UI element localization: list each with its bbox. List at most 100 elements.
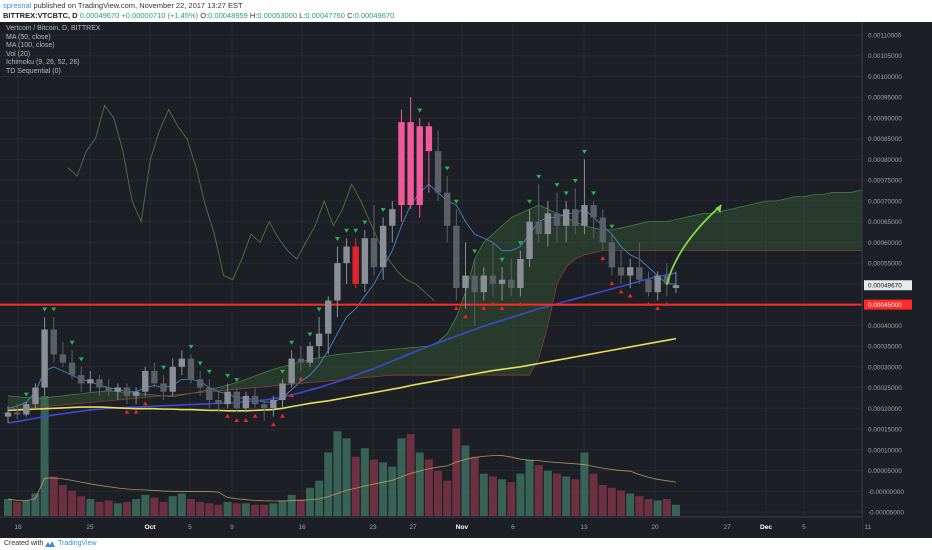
author-link[interactable]: spresnal (3, 1, 32, 10)
price-axis-label: 0.00065000 (868, 219, 902, 226)
legend-ichimoku[interactable]: Ichimoku (9, 26, 52, 26) (6, 59, 80, 67)
time-axis-label: 25 (86, 524, 94, 531)
chart-area[interactable]: 0.00110000 0.00105000 0.00100000 0.00095000… (0, 22, 932, 538)
td-sell-marker (234, 417, 240, 422)
candle-body (453, 225, 460, 289)
td-buy-marker (225, 373, 231, 378)
volume-bar (86, 499, 95, 516)
publish-info: published on TradingView.com, November 2… (33, 1, 243, 10)
legend-td-sequential[interactable]: TD Sequential (0) (6, 67, 61, 75)
td-sell-marker (252, 413, 258, 418)
legend-ma100[interactable]: MA (100, close) (6, 42, 55, 50)
price-axis-label: 0.00025000 (868, 385, 902, 392)
last-price-tag (864, 280, 912, 291)
projection-arrow-head (715, 205, 722, 214)
td-buy-marker (609, 224, 615, 229)
candle-body (434, 151, 442, 193)
candle-body (334, 263, 341, 301)
volume-bar (113, 503, 122, 516)
volume-bar (278, 500, 287, 516)
volume-bar (205, 503, 214, 516)
volume-bar (159, 501, 168, 516)
candle-body (50, 329, 57, 355)
price-axis-label: 0.00035000 (868, 344, 902, 351)
td-buy-marker (499, 257, 505, 262)
volume-bar (360, 448, 369, 516)
candle-body (270, 400, 277, 409)
close-label: C: (347, 11, 355, 20)
volume-bar (104, 500, 113, 516)
volume-bar (434, 470, 443, 516)
legend-vol[interactable]: Vol (20) (6, 50, 31, 58)
symbol-line: BITTREX:VTCBTC, D 0.00049670 +0.00000710… (3, 11, 394, 20)
volume-bar (196, 501, 205, 516)
ichimoku-lagging-span (67, 104, 435, 301)
volume-bar (351, 456, 360, 516)
volume-bar (370, 459, 378, 516)
volume-bar (187, 499, 195, 516)
volume-bar (507, 482, 516, 516)
td-sell-marker (490, 301, 496, 306)
open-value: 0.00048959 (208, 11, 248, 20)
volume-bar (379, 462, 388, 516)
candle-body (242, 395, 250, 409)
price-axis-label: 0.00055000 (868, 261, 902, 268)
time-axis-label: 5 (188, 524, 192, 531)
volume-bar (305, 487, 314, 516)
td-sell-marker (243, 417, 249, 422)
chart-canvas[interactable]: 0.00110000 0.00105000 0.00100000 0.00095000… (0, 22, 932, 538)
td-buy-marker (554, 183, 560, 188)
candle-body (105, 387, 112, 392)
candle-body (636, 267, 643, 280)
candle-body (672, 285, 680, 289)
volume-bar (177, 493, 186, 516)
volume-bar (13, 501, 22, 516)
td-buy-marker (591, 191, 597, 196)
publish-line: spresnal published on TradingView.com, N… (3, 1, 243, 10)
time-axis-label: 13 (580, 524, 588, 531)
candle-body (279, 383, 286, 401)
ichimoku-span-b (8, 250, 914, 409)
volume-bar (68, 490, 77, 516)
price-axis-label: 0.00060000 (868, 240, 902, 247)
volume-bar (232, 503, 241, 516)
candle-body (233, 391, 240, 409)
candle-body (489, 275, 497, 284)
tradingview-brand[interactable]: TradingView (58, 540, 97, 547)
volume-bar (662, 499, 671, 516)
volume-bar (296, 499, 305, 516)
legend-ma50[interactable]: MA (50, close) (6, 33, 51, 41)
volume-bar (168, 496, 177, 516)
projection-arrow-line (665, 204, 722, 285)
last-price-tag-label: 0.00049670 (868, 283, 902, 290)
candle-body (654, 275, 661, 293)
open-label: O: (200, 11, 209, 20)
candle-body (517, 258, 524, 289)
td-sell-marker (646, 301, 651, 306)
candle-body (32, 387, 39, 405)
candle-body (526, 221, 533, 259)
td-sell-marker (499, 305, 505, 310)
volume-bar (150, 497, 159, 516)
candle-body (114, 387, 121, 392)
volume-bar (122, 501, 131, 516)
indicator-legend: Vertcoin / Bitcoin, D, BITTREX MA (50, c… (6, 25, 101, 77)
candle-body (508, 279, 515, 289)
volume-bar (49, 476, 58, 516)
td-sell-marker (225, 413, 231, 418)
candle-body (370, 238, 378, 268)
created-with-label: Created with (4, 540, 44, 547)
price-axis-panel (862, 22, 932, 538)
volume-bar (424, 459, 433, 516)
header-bar: spresnal published on TradingView.com, N… (0, 0, 932, 22)
candle-body (68, 362, 76, 376)
volume-bar (553, 473, 561, 516)
td-buy-marker (234, 378, 240, 383)
td-buy-marker (307, 332, 313, 337)
td-buy-marker (517, 241, 523, 246)
candle-body (206, 387, 213, 401)
volume-ma-line (7, 455, 677, 502)
support-price-tag (864, 299, 912, 310)
td-sell-marker (517, 301, 523, 306)
price-axis-label: 0.00005000 (868, 468, 902, 475)
